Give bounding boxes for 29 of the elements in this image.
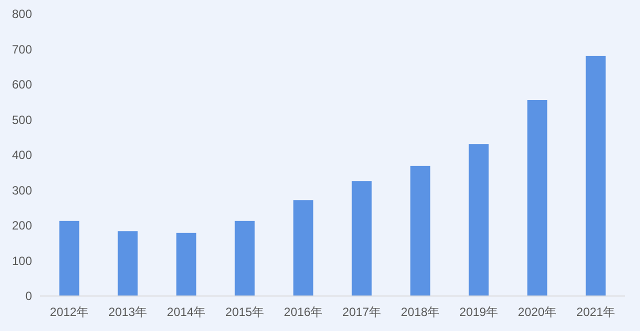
bar: [293, 200, 314, 296]
bar: [468, 144, 489, 296]
x-tick-label: 2016年: [284, 305, 323, 319]
y-tick-label: 800: [12, 7, 32, 21]
y-tick-label: 600: [12, 78, 32, 92]
bar: [176, 232, 196, 296]
y-tick-label: 300: [12, 183, 32, 198]
x-tick-label: 2015年: [225, 305, 264, 319]
bar: [527, 100, 548, 296]
x-tick-label: 2014年: [166, 305, 206, 319]
x-tick-label: 2021年: [576, 305, 616, 319]
bar: [410, 166, 430, 296]
y-tick-label: 700: [12, 42, 32, 56]
bar: [59, 220, 80, 296]
x-tick-label: 2013年: [108, 305, 148, 319]
bar: [586, 56, 606, 296]
x-tick-label: 2020年: [518, 305, 557, 319]
bar: [234, 220, 255, 296]
bar: [118, 231, 138, 296]
x-tick-label: 2019年: [459, 305, 498, 319]
y-tick-label: 500: [12, 112, 32, 127]
y-tick-label: 200: [12, 218, 32, 232]
x-tick-label: 2017年: [342, 305, 382, 319]
y-tick-label: 0: [25, 289, 32, 303]
x-tick-label: 2018年: [400, 305, 440, 319]
bar: [352, 181, 372, 296]
y-tick-label: 100: [12, 254, 32, 268]
x-tick-label: 2012年: [50, 305, 89, 319]
y-tick-label: 400: [12, 148, 32, 162]
